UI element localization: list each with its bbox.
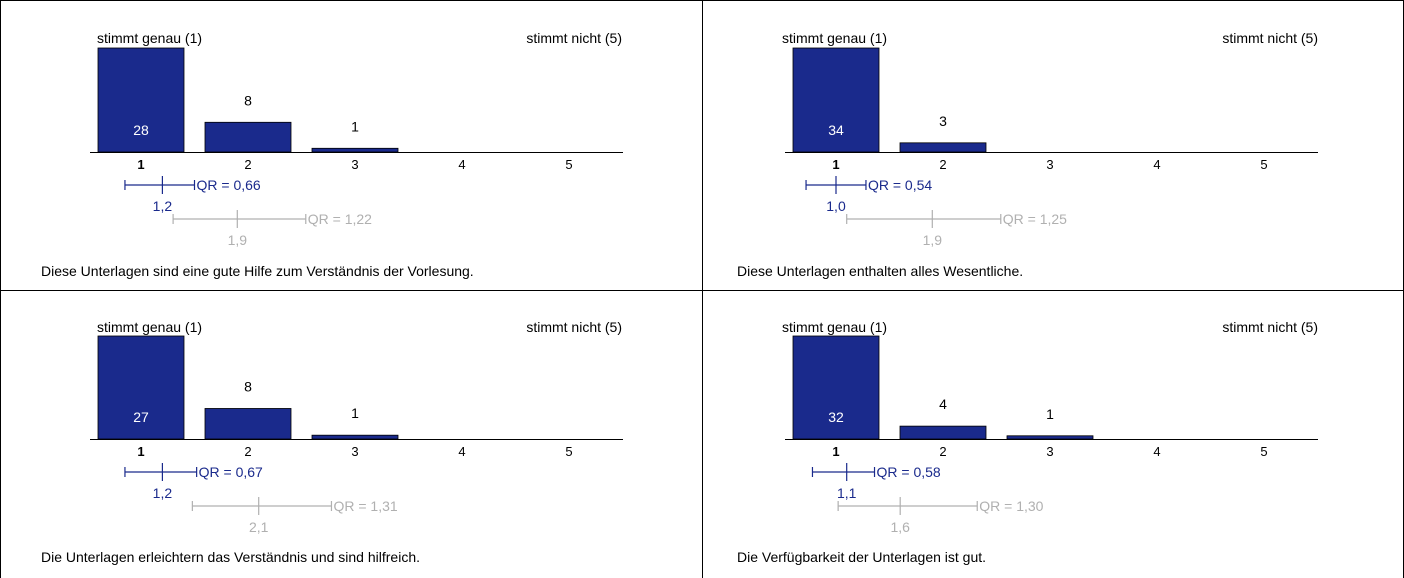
bar-value-label: 8: [244, 92, 252, 108]
comparison-interval-qr-label: QR = 1,25: [1003, 211, 1067, 227]
mean-interval-qr-label: QR = 0,66: [197, 177, 261, 193]
mean-interval-mean-label: 1,0: [826, 198, 846, 214]
comparison-interval-qr-label: QR = 1,30: [979, 498, 1043, 514]
bar-value-label: 1: [351, 405, 359, 421]
question-panel-4: stimmt genau (1) stimmt nicht (5) 32 4 1 1 2…: [702, 290, 1404, 578]
bar-1: [792, 47, 880, 153]
tick-label-4: 4: [1153, 444, 1160, 459]
bar-chart-3: 27 8 1 1 2 3 4 5 QR = 0,67 1,2 QR = 1,31 2,1: [90, 335, 623, 535]
tick-label-5: 5: [1260, 157, 1267, 172]
bar-value-label: 28: [133, 122, 149, 138]
mean-interval-mean-label: 1,2: [153, 485, 173, 501]
tick-label-4: 4: [458, 444, 465, 459]
comparison-interval: QR = 1,31 2,1: [191, 497, 398, 535]
tick-label-2: 2: [939, 157, 946, 172]
right-anchor-label: stimmt nicht (5): [526, 319, 622, 335]
mean-interval: QR = 0,54 1,0: [805, 176, 932, 214]
tick-label-5: 5: [1260, 444, 1267, 459]
comparison-interval: QR = 1,25 1,9: [846, 210, 1067, 248]
question-panel-3: stimmt genau (1) stimmt nicht (5) 27 8 1 1 2…: [0, 290, 703, 578]
comparison-interval: QR = 1,30 1,6: [837, 497, 1044, 535]
tick-label-1: 1: [137, 444, 144, 459]
mean-interval: QR = 0,58 1,1: [811, 463, 941, 501]
tick-label-4: 4: [458, 157, 465, 172]
comparison-interval-qr-label: QR = 1,31: [333, 498, 397, 514]
tick-label-3: 3: [351, 157, 358, 172]
tick-label-1: 1: [137, 157, 144, 172]
question-caption: Diese Unterlagen enthalten alles Wesentl…: [737, 263, 1024, 279]
bar-1: [792, 335, 880, 440]
tick-label-3: 3: [351, 444, 358, 459]
bar-1: [97, 335, 185, 440]
bar-value-label: 1: [351, 118, 359, 134]
question-caption: Die Unterlagen erleichtern das Verständn…: [41, 549, 420, 565]
comparison-interval-mean-label: 1,9: [923, 232, 943, 248]
mean-interval-qr-label: QR = 0,54: [868, 177, 932, 193]
bar-value-label: 1: [1046, 406, 1054, 422]
tick-label-2: 2: [244, 157, 251, 172]
bar-chart-4: 32 4 1 1 2 3 4 5 QR = 0,58 1,1 QR = 1,30 1,6: [785, 335, 1318, 535]
tick-label-2: 2: [244, 444, 251, 459]
bar-3: [311, 434, 399, 440]
comparison-interval-qr-label: QR = 1,22: [308, 211, 372, 227]
bar-value-label: 27: [133, 409, 149, 425]
right-anchor-label: stimmt nicht (5): [1222, 319, 1318, 335]
tick-label-1: 1: [832, 157, 839, 172]
comparison-interval-mean-label: 1,6: [890, 519, 910, 535]
tick-label-3: 3: [1046, 157, 1053, 172]
bar-1: [97, 47, 185, 153]
bar-3: [311, 147, 399, 153]
question-caption: Diese Unterlagen sind eine gute Hilfe zu…: [41, 263, 474, 279]
mean-interval-qr-label: QR = 0,67: [199, 464, 263, 480]
comparison-interval-mean-label: 1,9: [228, 232, 248, 248]
bar-3: [1006, 435, 1094, 440]
bar-value-label: 8: [244, 378, 252, 394]
mean-interval-mean-label: 1,2: [153, 198, 173, 214]
right-anchor-label: stimmt nicht (5): [1222, 30, 1318, 46]
mean-interval-mean-label: 1,1: [837, 485, 857, 501]
question-caption: Die Verfügbarkeit der Unterlagen ist gut…: [737, 549, 987, 565]
comparison-interval: QR = 1,22 1,9: [172, 210, 372, 248]
tick-label-3: 3: [1046, 444, 1053, 459]
left-anchor-label: stimmt genau (1): [782, 319, 888, 335]
left-anchor-label: stimmt genau (1): [782, 30, 888, 46]
question-panel-1: stimmt genau (1) stimmt nicht (5) 28 8 1 1 2…: [0, 0, 703, 291]
bar-2: [899, 142, 987, 153]
bar-2: [899, 425, 987, 440]
tick-label-2: 2: [939, 444, 946, 459]
comparison-interval-mean-label: 2,1: [249, 519, 269, 535]
bar-value-label: 34: [828, 122, 844, 138]
mean-interval: QR = 0,67 1,2: [124, 463, 263, 501]
bar-2: [204, 121, 292, 153]
tick-label-5: 5: [565, 157, 572, 172]
left-anchor-label: stimmt genau (1): [97, 30, 203, 46]
left-anchor-label: stimmt genau (1): [97, 319, 203, 335]
tick-label-5: 5: [565, 444, 572, 459]
mean-interval: QR = 0,66 1,2: [124, 176, 261, 214]
mean-interval-qr-label: QR = 0,58: [877, 464, 941, 480]
bar-value-label: 32: [828, 409, 844, 425]
question-panel-2: stimmt genau (1) stimmt nicht (5) 34 3 1 2 3…: [702, 0, 1404, 291]
right-anchor-label: stimmt nicht (5): [526, 30, 622, 46]
bar-value-label: 3: [939, 113, 947, 129]
bar-2: [204, 408, 292, 440]
bar-chart-1: 28 8 1 1 2 3 4 5 QR = 0,66 1,2 QR = 1,22 1,9: [90, 47, 623, 248]
tick-label-1: 1: [832, 444, 839, 459]
bar-value-label: 4: [939, 396, 947, 412]
tick-label-4: 4: [1153, 157, 1160, 172]
